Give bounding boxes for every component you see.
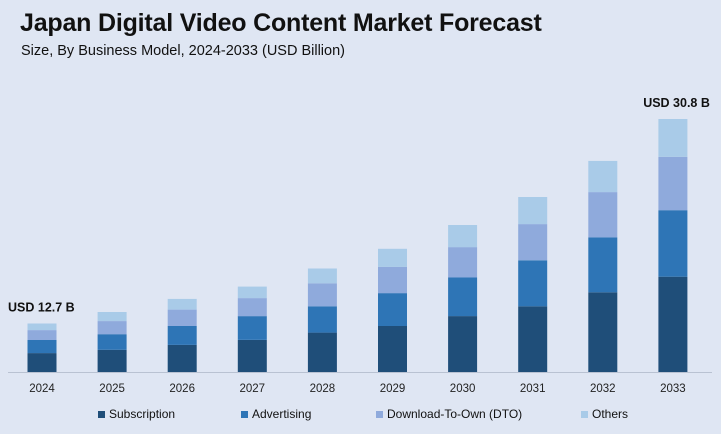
bar-segment-2033-s3 — [658, 119, 688, 157]
legend-label: Others — [592, 407, 629, 421]
chart-legend: Subscription Advertising Download-To-Own (… — [0, 407, 721, 423]
bar-segment-2030-s0 — [448, 316, 478, 372]
chart-subtitle: Size, By Business Model, 2024-2033 (USD … — [21, 43, 345, 59]
bar-segment-2033-s2 — [658, 156, 688, 211]
x-tick-label-2029: 2029 — [380, 383, 406, 395]
legend-item-s3: Others — [581, 407, 628, 421]
bar-segment-2032-s3 — [588, 160, 618, 193]
bar-segment-2024-s1 — [27, 340, 57, 354]
x-tick-label-2027: 2027 — [240, 383, 266, 395]
legend-item-s1: Advertising — [241, 407, 311, 421]
bar-segment-2027-s1 — [237, 316, 267, 340]
x-tick-label-2032: 2032 — [590, 383, 616, 395]
bar-segment-2030-s1 — [448, 277, 478, 317]
bar-segment-2025-s0 — [97, 349, 127, 372]
legend-swatch — [241, 410, 248, 418]
x-tick-label-2026: 2026 — [169, 383, 195, 395]
total-annotation-2033: USD 30.8 B — [643, 96, 710, 110]
bar-segment-2025-s3 — [97, 312, 127, 321]
legend-item-s2: Download-To-Own (DTO) — [376, 407, 522, 421]
legend-swatch — [581, 410, 588, 418]
bar-segment-2026-s1 — [167, 326, 197, 345]
bar-segment-2033-s1 — [658, 210, 688, 277]
bar-segment-2025-s1 — [97, 334, 127, 350]
bar-segment-2031-s0 — [518, 306, 548, 372]
bar-segment-2024-s2 — [27, 330, 57, 340]
legend-swatch — [376, 410, 383, 418]
bar-segment-2024-s0 — [27, 353, 57, 372]
total-annotation-2024: USD 12.7 B — [8, 301, 75, 315]
bar-segment-2033-s0 — [658, 276, 688, 372]
bar-segment-2032-s1 — [588, 237, 618, 293]
bar-segment-2032-s0 — [588, 292, 618, 372]
bar-segment-2027-s2 — [237, 298, 267, 317]
bar-segment-2032-s2 — [588, 192, 618, 238]
x-tick-label-2028: 2028 — [310, 383, 336, 395]
bar-segment-2026-s3 — [167, 298, 197, 310]
bar-segment-2027-s3 — [237, 286, 267, 299]
bar-segment-2028-s0 — [307, 332, 337, 372]
bar-segment-2029-s2 — [378, 266, 407, 294]
bar-segment-2029-s3 — [378, 248, 407, 267]
bar-segment-2028-s2 — [307, 283, 337, 307]
x-tick-label-2025: 2025 — [99, 383, 125, 395]
bar-segment-2025-s2 — [97, 321, 127, 335]
chart-title: Japan Digital Video Content Market Forec… — [20, 9, 542, 37]
bar-segment-2031-s2 — [518, 224, 548, 261]
bar-segment-2031-s1 — [518, 260, 548, 307]
bar-segment-2028-s3 — [307, 268, 337, 284]
legend-label: Subscription — [109, 407, 176, 421]
bar-segment-2028-s1 — [307, 306, 337, 333]
x-tick-label-2030: 2030 — [450, 383, 476, 395]
bar-segment-2029-s1 — [378, 293, 407, 326]
legend-label: Download-To-Own (DTO) — [387, 407, 523, 421]
x-tick-label-2033: 2033 — [660, 383, 686, 395]
legend-label: Advertising — [252, 407, 312, 421]
legend-item-s0: Subscription — [98, 407, 175, 421]
legend-swatch — [98, 410, 105, 418]
bar-segment-2026-s2 — [167, 309, 197, 326]
bar-segment-2026-s0 — [167, 344, 197, 372]
x-tick-label-2031: 2031 — [520, 383, 546, 395]
bar-segment-2031-s3 — [518, 197, 548, 225]
bar-segment-2024-s3 — [27, 323, 57, 331]
bar-segment-2029-s0 — [378, 326, 407, 372]
bar-segment-2030-s2 — [448, 247, 478, 278]
bar-segment-2030-s3 — [448, 225, 478, 248]
x-tick-label-2024: 2024 — [29, 383, 55, 395]
bar-segment-2027-s0 — [237, 340, 267, 372]
